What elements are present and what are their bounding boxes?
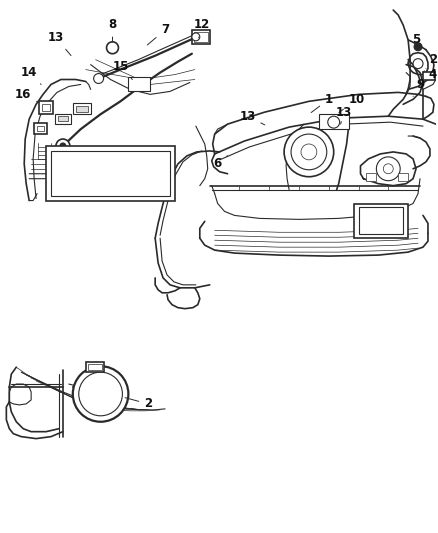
Text: 15: 15 [112, 60, 132, 79]
Bar [359, 207, 403, 235]
Bar [88, 364, 102, 370]
Text: 9: 9 [413, 78, 424, 96]
Text: 4: 4 [426, 68, 437, 81]
Bar [39, 101, 53, 114]
Text: 12: 12 [194, 19, 210, 38]
Bar [353, 204, 408, 238]
Bar [58, 116, 68, 121]
Circle shape [376, 157, 400, 181]
Bar [86, 362, 103, 372]
Circle shape [383, 164, 393, 174]
Bar [46, 146, 175, 200]
Text: 2: 2 [423, 53, 437, 72]
Text: 13: 13 [48, 31, 71, 55]
Text: 13: 13 [336, 106, 352, 124]
Text: 2: 2 [125, 398, 152, 410]
Circle shape [73, 366, 128, 422]
Bar [398, 173, 408, 181]
Bar [34, 123, 47, 134]
Circle shape [328, 116, 339, 128]
Circle shape [414, 43, 422, 51]
Text: 16: 16 [15, 88, 38, 102]
Text: 5: 5 [412, 34, 420, 46]
Circle shape [291, 134, 327, 170]
Bar [128, 77, 150, 91]
Bar [367, 173, 376, 181]
Bar [319, 114, 349, 129]
Circle shape [106, 42, 118, 54]
Circle shape [56, 139, 70, 153]
Ellipse shape [71, 161, 150, 186]
Circle shape [60, 143, 66, 149]
Bar [37, 126, 44, 131]
Bar [73, 103, 91, 114]
Text: 13: 13 [239, 110, 265, 125]
Text: 8: 8 [108, 19, 117, 42]
Bar [42, 104, 50, 111]
Text: 6: 6 [213, 156, 227, 171]
Circle shape [94, 74, 103, 84]
Bar [423, 71, 435, 79]
Circle shape [79, 372, 122, 416]
Text: 10: 10 [339, 93, 365, 112]
Bar [76, 106, 88, 112]
Text: 14: 14 [21, 66, 41, 85]
Circle shape [284, 127, 334, 177]
Bar [192, 30, 210, 44]
Circle shape [301, 144, 317, 160]
Bar [51, 151, 170, 196]
Text: 1: 1 [311, 93, 333, 112]
Text: 7: 7 [147, 23, 169, 45]
Bar [55, 114, 71, 124]
Circle shape [192, 33, 200, 41]
Circle shape [413, 59, 423, 69]
Bar [194, 32, 208, 42]
